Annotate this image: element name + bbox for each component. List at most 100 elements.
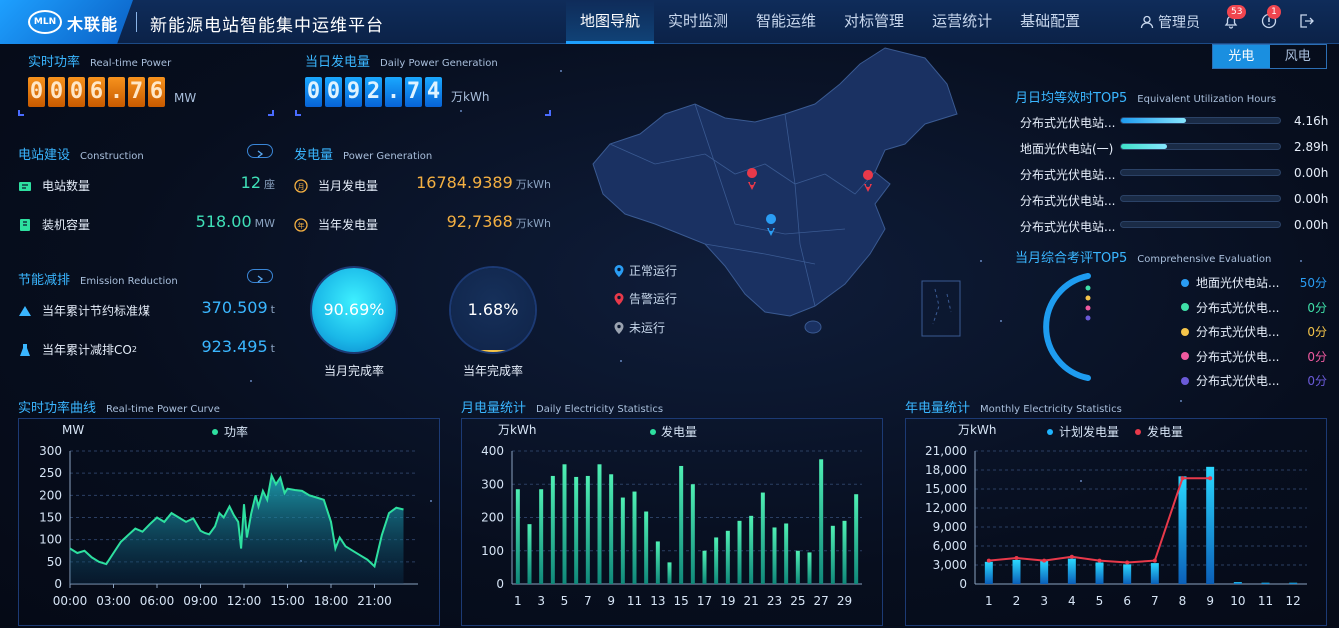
daily-bar[interactable]	[644, 511, 649, 584]
user-menu[interactable]: 管理员	[1140, 12, 1200, 32]
x-tick-label: 09:00	[183, 594, 218, 608]
daily-bar[interactable]	[655, 541, 660, 584]
actual-gen-point[interactable]	[986, 558, 991, 563]
construction-row-stations: 电站数量	[18, 177, 90, 194]
planned-gen-bar[interactable]	[984, 561, 993, 584]
daily-bar[interactable]	[515, 489, 520, 584]
daily-bar[interactable]	[539, 489, 544, 584]
x-tick-label: 11	[627, 594, 642, 608]
planned-gen-bar[interactable]	[1095, 562, 1104, 584]
nav-smart-ops[interactable]: 智能运维	[756, 12, 817, 30]
y-tick-label: 0	[959, 577, 967, 591]
counter-digit: 7	[405, 77, 422, 107]
notification-badge: 53	[1227, 5, 1247, 19]
actual-gen-point[interactable]	[1208, 476, 1213, 481]
year-gen-value: 92,7368 万kWh	[446, 212, 551, 231]
emission-more-button[interactable]	[247, 269, 273, 283]
actual-gen-point[interactable]	[1069, 554, 1074, 559]
planned-gen-bar[interactable]	[1261, 582, 1270, 584]
map-marker-alert[interactable]	[863, 170, 874, 192]
nav-statistics[interactable]: 运营统计	[932, 12, 993, 30]
legend-dot	[1047, 429, 1053, 435]
planned-gen-bar[interactable]	[1040, 560, 1049, 584]
daily-bar[interactable]	[550, 475, 555, 584]
counter-digit: .	[385, 77, 402, 107]
top5-eval-name: 分布式光伏电...	[1196, 325, 1280, 339]
planned-gen-bar[interactable]	[1123, 564, 1132, 584]
top5-util-value: 4.16h	[1294, 114, 1329, 128]
daily-bar[interactable]	[714, 537, 719, 584]
daily-bar[interactable]	[760, 492, 765, 584]
x-tick-label: 18:00	[314, 594, 349, 608]
nav-realtime[interactable]: 实时监测	[668, 12, 729, 30]
co2-reduced-value: 923.495 t	[201, 337, 276, 356]
main-nav: 地图导航 实时监测 智能运维 对标管理 运营统计 基础配置	[566, 0, 1094, 44]
daily-bar[interactable]	[632, 491, 637, 584]
station-count-value: 12 座	[240, 173, 275, 192]
nav-config[interactable]: 基础配置	[1020, 12, 1081, 30]
daily-bar[interactable]	[842, 520, 847, 584]
top5-util-value: 0.00h	[1294, 218, 1329, 232]
actual-gen-point[interactable]	[1042, 558, 1047, 563]
china-map[interactable]	[585, 44, 1005, 344]
planned-gen-bar[interactable]	[1289, 582, 1298, 584]
daily-bar[interactable]	[830, 525, 835, 584]
planned-gen-bar[interactable]	[1178, 476, 1187, 584]
daily-bar[interactable]	[585, 475, 590, 584]
daily-bar[interactable]	[725, 530, 730, 584]
daily-bar[interactable]	[819, 459, 824, 584]
top5-util-value: 2.89h	[1294, 140, 1329, 154]
logout-icon[interactable]	[1298, 13, 1314, 29]
legend-dot	[1181, 376, 1189, 385]
monthly-elec-panel	[905, 418, 1327, 626]
toggle-solar[interactable]: 光电	[1213, 45, 1270, 68]
daily-bar[interactable]	[667, 562, 672, 584]
counter-digit: 0	[48, 77, 65, 107]
actual-gen-point[interactable]	[1152, 558, 1157, 563]
daily-bar[interactable]	[807, 552, 812, 584]
legend-dot	[212, 429, 218, 435]
daily-bar[interactable]	[690, 484, 695, 584]
actual-gen-point[interactable]	[1125, 560, 1130, 565]
nav-benchmark[interactable]: 对标管理	[844, 12, 905, 30]
map-marker-alert[interactable]	[747, 168, 758, 190]
daily-bar[interactable]	[772, 527, 777, 584]
counter-digit: 6	[148, 77, 165, 107]
planned-gen-bar[interactable]	[1233, 582, 1242, 584]
toggle-wind[interactable]: 风电	[1284, 49, 1311, 64]
planned-gen-bar[interactable]	[1067, 558, 1076, 584]
daily-bar[interactable]	[597, 464, 602, 584]
month-completion-value: 90.69%	[323, 300, 385, 319]
planned-gen-bar[interactable]	[1206, 466, 1215, 584]
daily-bar[interactable]	[574, 476, 579, 584]
daily-bar[interactable]	[749, 515, 754, 584]
top5-eval-item: 分布式光伏电...	[1181, 323, 1279, 340]
top5-eval-item: 分布式光伏电...	[1181, 348, 1279, 365]
month-completion-label: 当月完成率	[324, 364, 385, 378]
y-tick-label: 300	[39, 444, 62, 458]
map-pin-icon	[614, 321, 624, 334]
power-curve-title: 实时功率曲线 Real-time Power Curve	[18, 401, 220, 416]
map-marker-normal[interactable]	[766, 214, 777, 236]
svg-text:年: 年	[298, 221, 305, 230]
coal-icon	[19, 305, 31, 316]
nav-map[interactable]: 地图导航	[566, 0, 655, 44]
actual-gen-point[interactable]	[1014, 556, 1019, 561]
daily-bar[interactable]	[620, 497, 625, 584]
planned-gen-bar[interactable]	[1012, 559, 1021, 584]
daily-bar[interactable]	[527, 524, 532, 584]
daily-bar[interactable]	[854, 494, 859, 584]
daily-bar[interactable]	[562, 464, 567, 584]
daily-bar[interactable]	[784, 523, 789, 584]
daily-bar[interactable]	[702, 550, 707, 584]
daily-bar[interactable]	[795, 550, 800, 584]
daily-bar[interactable]	[737, 520, 742, 584]
construction-more-button[interactable]	[247, 144, 273, 158]
y-tick-label: 150	[39, 511, 62, 525]
daily-bar[interactable]	[679, 465, 684, 584]
daily-bar[interactable]	[609, 474, 614, 584]
actual-gen-point[interactable]	[1180, 476, 1185, 481]
actual-gen-point[interactable]	[1097, 558, 1102, 563]
planned-gen-bar[interactable]	[1150, 563, 1159, 584]
